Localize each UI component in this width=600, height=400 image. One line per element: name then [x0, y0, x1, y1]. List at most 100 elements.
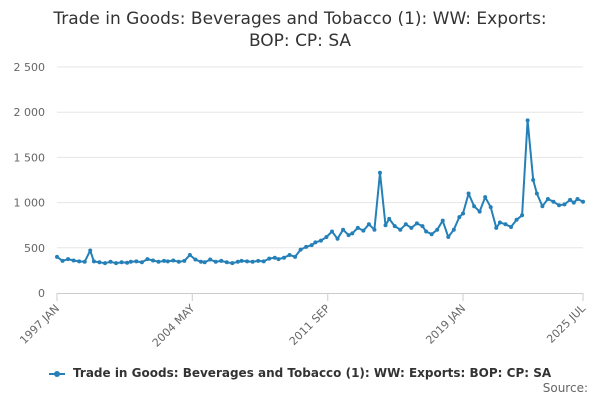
data-point[interactable] — [282, 255, 287, 260]
data-point[interactable] — [230, 261, 235, 266]
data-point[interactable] — [477, 209, 482, 214]
data-point[interactable] — [571, 200, 576, 205]
data-point[interactable] — [414, 221, 419, 226]
data-point[interactable] — [82, 259, 87, 264]
data-point[interactable] — [366, 222, 371, 227]
data-point[interactable] — [176, 259, 181, 264]
data-point[interactable] — [213, 259, 218, 264]
data-point[interactable] — [250, 259, 255, 264]
data-point[interactable] — [355, 225, 360, 230]
data-point[interactable] — [293, 254, 298, 259]
data-point[interactable] — [420, 224, 425, 229]
data-point[interactable] — [392, 224, 397, 229]
data-point[interactable] — [114, 261, 119, 266]
data-point[interactable] — [245, 259, 250, 264]
data-point[interactable] — [324, 234, 329, 239]
data-point[interactable] — [202, 260, 207, 265]
data-point[interactable] — [102, 261, 107, 266]
data-point[interactable] — [156, 259, 161, 264]
data-point[interactable] — [372, 227, 377, 232]
data-point[interactable] — [557, 203, 562, 208]
data-point[interactable] — [182, 258, 187, 263]
data-point[interactable] — [125, 260, 130, 265]
data-point[interactable] — [224, 260, 229, 265]
data-point[interactable] — [60, 258, 65, 263]
data-point[interactable] — [350, 231, 355, 236]
data-point[interactable] — [304, 244, 309, 249]
data-point[interactable] — [208, 257, 213, 262]
data-point[interactable] — [534, 191, 539, 196]
data-point[interactable] — [66, 257, 71, 262]
data-point[interactable] — [77, 259, 82, 264]
data-point[interactable] — [494, 225, 499, 230]
data-point[interactable] — [341, 227, 346, 232]
data-point[interactable] — [429, 232, 434, 237]
data-point[interactable] — [562, 202, 567, 207]
data-point[interactable] — [88, 248, 93, 253]
data-point[interactable] — [162, 258, 167, 263]
data-point[interactable] — [361, 228, 366, 233]
data-point[interactable] — [575, 196, 580, 201]
data-point[interactable] — [545, 196, 550, 201]
data-point[interactable] — [171, 258, 176, 263]
data-point[interactable] — [581, 199, 585, 204]
data-point[interactable] — [466, 191, 471, 196]
data-point[interactable] — [424, 229, 429, 234]
data-point[interactable] — [346, 233, 351, 238]
data-point[interactable] — [383, 223, 388, 228]
data-point[interactable] — [568, 197, 573, 202]
data-point[interactable] — [446, 234, 451, 239]
data-point[interactable] — [313, 240, 318, 245]
data-point[interactable] — [540, 204, 545, 209]
data-point[interactable] — [150, 258, 155, 263]
data-point[interactable] — [497, 220, 502, 225]
data-point[interactable] — [298, 247, 303, 252]
data-point[interactable] — [71, 258, 76, 263]
data-point[interactable] — [514, 217, 519, 222]
data-point[interactable] — [309, 243, 314, 248]
data-point[interactable] — [509, 225, 514, 230]
data-point[interactable] — [551, 199, 556, 204]
data-point[interactable] — [525, 118, 530, 123]
data-point[interactable] — [267, 256, 272, 261]
data-point[interactable] — [329, 229, 334, 234]
data-point[interactable] — [276, 257, 281, 262]
data-point[interactable] — [318, 238, 323, 243]
data-point[interactable] — [377, 170, 382, 175]
data-point[interactable] — [145, 257, 150, 262]
data-point[interactable] — [403, 222, 408, 227]
data-point[interactable] — [165, 259, 170, 264]
data-point[interactable] — [335, 236, 340, 241]
data-point[interactable] — [187, 253, 192, 258]
data-point[interactable] — [488, 205, 493, 210]
data-point[interactable] — [97, 260, 102, 265]
data-point[interactable] — [108, 259, 113, 264]
data-point[interactable] — [119, 260, 124, 265]
data-point[interactable] — [440, 218, 445, 223]
data-point[interactable] — [128, 259, 133, 264]
data-point[interactable] — [398, 227, 403, 232]
data-point[interactable] — [55, 254, 59, 259]
data-point[interactable] — [520, 213, 525, 218]
data-point[interactable] — [461, 211, 466, 216]
data-point[interactable] — [409, 225, 414, 230]
data-point[interactable] — [239, 258, 244, 263]
data-point[interactable] — [503, 222, 508, 227]
data-point[interactable] — [91, 259, 96, 264]
data-point[interactable] — [198, 259, 203, 264]
data-point[interactable] — [435, 227, 440, 232]
data-point[interactable] — [193, 257, 198, 262]
data-point[interactable] — [139, 260, 144, 265]
data-point[interactable] — [272, 255, 277, 260]
data-point[interactable] — [483, 195, 488, 200]
data-point[interactable] — [134, 259, 139, 264]
data-point[interactable] — [457, 215, 462, 220]
data-point[interactable] — [531, 178, 536, 182]
data-point[interactable] — [472, 204, 477, 209]
data-point[interactable] — [235, 259, 240, 264]
data-point[interactable] — [451, 227, 456, 232]
data-point[interactable] — [256, 258, 261, 263]
data-point[interactable] — [219, 258, 224, 263]
data-point[interactable] — [261, 259, 266, 264]
data-point[interactable] — [287, 253, 292, 258]
